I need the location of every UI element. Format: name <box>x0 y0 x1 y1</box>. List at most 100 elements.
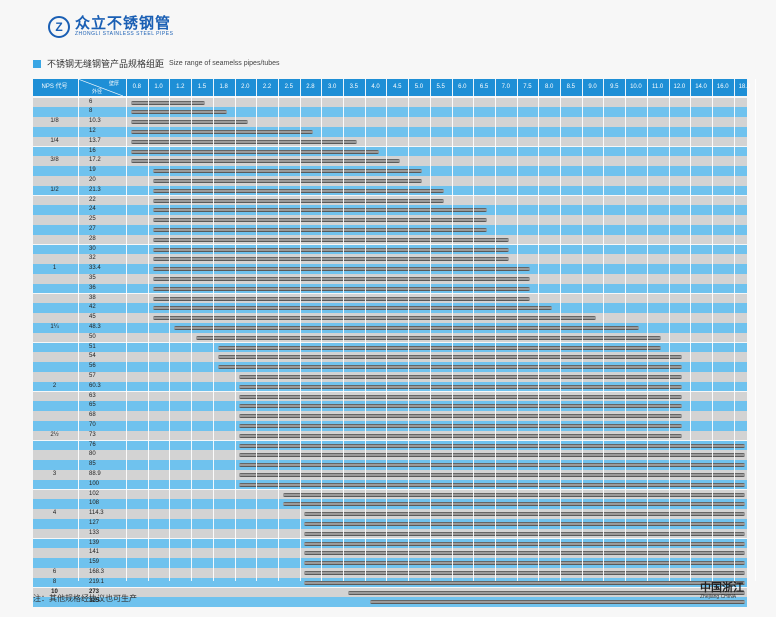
wall-thickness-tick: 3.0 <box>327 84 337 90</box>
nps-cell: 1/4 <box>50 137 59 144</box>
nps-cell <box>35 215 74 225</box>
table-row: 24 <box>33 205 747 216</box>
wall-thickness-tick: 2.8 <box>306 84 315 90</box>
size-range-bar <box>239 423 683 428</box>
size-range-bar <box>152 296 531 301</box>
table-row: 57 <box>33 371 747 382</box>
grid-line <box>212 79 214 581</box>
grid-line <box>321 79 323 581</box>
wall-thickness-tick: 18.0 <box>738 84 751 90</box>
table-row: 56 <box>33 362 747 372</box>
grid-line <box>560 79 561 581</box>
size-range-bar <box>239 443 745 448</box>
nps-cell <box>35 235 74 245</box>
nps-cell <box>35 313 74 323</box>
size-range-bar <box>304 512 745 517</box>
grid-line <box>581 79 583 581</box>
size-range-bar <box>152 286 531 291</box>
od-cell: 27 <box>89 225 96 232</box>
size-range-bar <box>239 472 745 477</box>
nps-cell <box>35 225 74 235</box>
wall-thickness-tick: 3.5 <box>349 84 359 90</box>
nps-cell <box>35 539 74 549</box>
table-row: 16 <box>33 146 747 157</box>
nps-cell: 2½ <box>50 431 59 438</box>
table-row: 100 <box>33 479 747 490</box>
table-row: 80 <box>33 450 747 461</box>
title-square-icon <box>33 59 41 68</box>
wall-thickness-tick: 1.0 <box>154 84 163 90</box>
nps-cell <box>35 147 74 157</box>
od-cell: 80 <box>89 451 96 458</box>
wall-thickness-tick: 1.2 <box>176 84 185 90</box>
size-range-bar <box>304 551 745 556</box>
od-cell: 21.3 <box>89 186 101 193</box>
company-logo: Z 众立不锈钢管 ZHONGLI STAINLESS STEEL PIPES <box>48 16 173 38</box>
wall-thickness-tick: 8.0 <box>544 84 554 90</box>
od-cell: 8 <box>89 108 93 115</box>
od-cell: 51 <box>89 343 96 350</box>
size-range-table: NPS 代号 壁厚 外径 0.8 1.0 1.2 1.5 1.8 2.0 2.2 2.5 2.8… <box>33 79 757 608</box>
table-row: 51 <box>33 342 747 353</box>
wall-thickness-tick: 14.0 <box>695 84 707 90</box>
od-cell: 25 <box>89 216 96 223</box>
table-row: 54 <box>33 352 747 363</box>
grid-line <box>625 79 627 581</box>
size-range-bar <box>152 227 488 232</box>
od-cell: 17.2 <box>89 157 101 164</box>
size-range-bar <box>239 453 745 458</box>
size-range-bar <box>152 316 596 321</box>
header-nps: NPS 代号 <box>41 84 68 90</box>
nps-cell <box>35 98 74 108</box>
size-range-bar <box>239 384 683 389</box>
size-range-bar <box>239 463 745 468</box>
nps-cell <box>35 401 74 411</box>
wall-thickness-tick: 2.2 <box>262 84 272 90</box>
footer-brand: 中国浙江 Zhejiang CHINA <box>700 582 744 601</box>
size-range-bar <box>304 541 745 546</box>
table-row: 30 <box>33 244 747 255</box>
od-cell: 20 <box>89 176 96 183</box>
size-range-bar <box>130 129 314 134</box>
diagonal-line-icon <box>78 79 123 96</box>
nps-cell <box>35 274 74 284</box>
nps-cell: 1¼ <box>50 323 59 330</box>
table-row: 20 <box>33 175 747 186</box>
nps-cell <box>35 441 74 451</box>
table-row: 32 <box>33 254 747 265</box>
nps-cell <box>35 362 74 372</box>
od-cell: 45 <box>89 314 96 321</box>
table-row: 38 <box>33 293 747 304</box>
od-cell: 108 <box>89 500 100 507</box>
table-row: 325 <box>33 597 747 608</box>
table-row: 12 <box>33 126 747 137</box>
nps-cell <box>35 196 74 206</box>
od-cell: 22 <box>89 196 96 203</box>
size-range-bar <box>347 590 745 595</box>
wall-thickness-tick: 11.0 <box>652 84 664 90</box>
grid-line <box>277 79 279 581</box>
nps-cell <box>35 421 74 431</box>
nps-cell <box>35 372 74 382</box>
wall-thickness-tick: 2.0 <box>241 84 250 90</box>
od-cell: 36 <box>89 284 96 291</box>
size-range-bar <box>239 374 683 379</box>
nps-cell: 1/2 <box>50 186 59 193</box>
od-cell: 139 <box>89 539 100 546</box>
od-cell: 24 <box>89 206 96 213</box>
table-row: 6 <box>33 97 747 108</box>
table-row: 1 33.4 <box>33 264 747 274</box>
od-cell: 42 <box>89 304 96 311</box>
section-title: 不锈钢无缝钢管产品规格组距 Size range of seamelss pip… <box>33 57 280 70</box>
od-cell: 65 <box>89 402 96 409</box>
table-row: 25 <box>33 215 747 225</box>
nps-cell <box>35 519 74 529</box>
wall-thickness-tick: 0.8 <box>132 84 142 90</box>
table-row: 1¼ 48.3 <box>33 322 747 333</box>
od-cell: 6 <box>89 98 93 105</box>
nps-cell: 6 <box>52 568 57 575</box>
size-range-bar <box>304 580 745 585</box>
table-row: 22 <box>33 195 747 206</box>
nps-cell: 3/8 <box>50 157 59 164</box>
logo-mark-icon: Z <box>48 16 70 38</box>
